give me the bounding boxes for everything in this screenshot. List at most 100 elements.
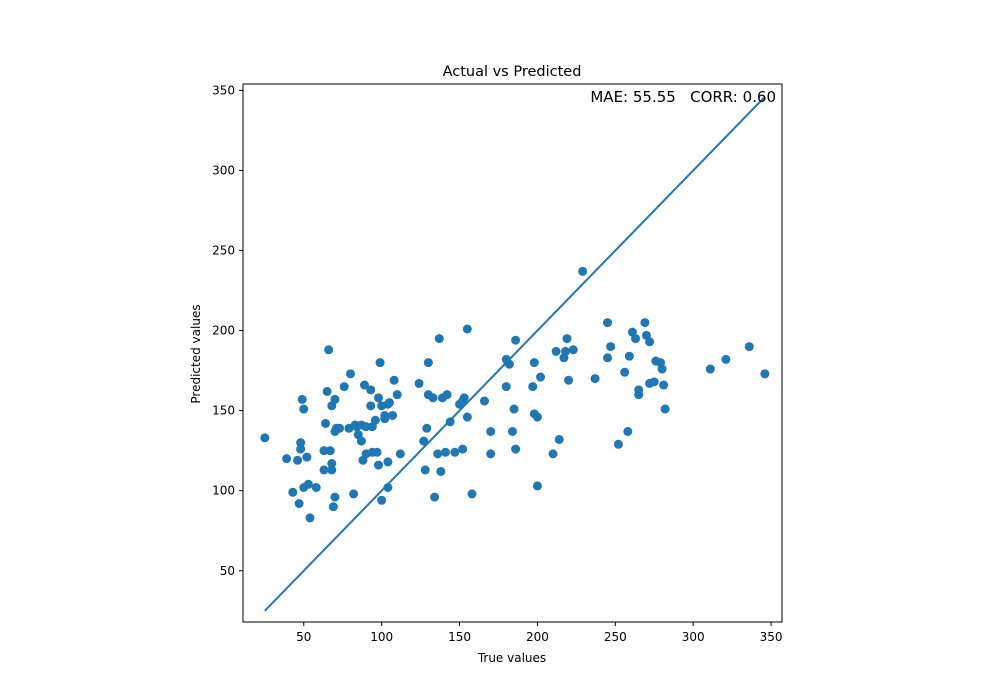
y-axis-ticks: 50 100 150 200 250 300 350 [212, 83, 243, 578]
scatter-point [383, 457, 393, 467]
scatter-point [564, 375, 574, 385]
scatter-point [388, 410, 398, 420]
x-tick-label: 50 [296, 630, 311, 644]
chart-title: Actual vs Predicted [443, 64, 582, 80]
scatter-point [288, 487, 298, 497]
scatter-point [360, 380, 370, 390]
scatter-point [442, 390, 452, 400]
scatter-point [760, 369, 770, 379]
scatter-point [366, 401, 376, 411]
scatter-point [345, 369, 355, 379]
scatter-point [511, 444, 521, 454]
y-tick-label: 250 [212, 244, 235, 258]
scatter-point [428, 393, 438, 403]
scatter-point [657, 364, 667, 374]
scatter-point [532, 481, 542, 491]
scatter-point [445, 417, 455, 427]
scatter-point [430, 492, 440, 502]
scatter-point [441, 447, 451, 457]
y-tick-label: 100 [212, 484, 235, 498]
scatter-point [327, 465, 337, 475]
scatter-point [590, 374, 600, 384]
scatter-point [509, 404, 519, 414]
scatter-point [324, 345, 334, 355]
scatter-point [486, 426, 496, 436]
scatter-point [529, 358, 539, 368]
scatter-point [377, 495, 387, 505]
scatter-point [370, 415, 380, 425]
scatter-point [548, 449, 558, 459]
scatter-point [649, 377, 659, 387]
scatter-point [389, 375, 399, 385]
scatter-point [311, 483, 321, 492]
scatter-point [420, 465, 430, 475]
scatter-point [293, 455, 303, 465]
scatter-point [450, 447, 460, 457]
scatter-point [395, 449, 405, 459]
scatter-point [613, 439, 623, 449]
scatter-point [479, 396, 489, 406]
scatter-point [366, 385, 376, 395]
scatter-point [508, 426, 517, 436]
scatter-point [578, 266, 588, 276]
scatter-point [296, 438, 306, 448]
scatter-point [705, 364, 715, 374]
y-tick-label: 150 [212, 404, 235, 418]
scatter-point [603, 318, 613, 328]
scatter-point [433, 449, 443, 459]
identity-line [264, 96, 766, 612]
scatter-point [296, 444, 306, 454]
x-tick-label: 200 [526, 630, 549, 644]
scatter-point [330, 394, 340, 404]
scatter-point [374, 460, 384, 470]
x-axis-ticks: 50 100 150 200 250 300 350 [296, 622, 783, 644]
scatter-point [419, 436, 429, 446]
y-tick-label: 350 [212, 83, 235, 97]
scatter-point [458, 444, 468, 454]
scatter-point [721, 354, 731, 364]
scatter-point [260, 433, 270, 443]
scatter-point [294, 499, 304, 509]
scatter-point [434, 334, 444, 344]
scatter-point [486, 449, 496, 459]
scatter-point [303, 479, 313, 489]
metrics-annotation: MAE: 55.55 CORR: 0.60 [590, 88, 776, 106]
scatter-point [305, 513, 315, 523]
scatter-point [606, 342, 616, 352]
scatter-point [504, 359, 514, 369]
scatter-point [467, 489, 477, 499]
scatter-point [623, 426, 633, 436]
scatter-point [462, 324, 472, 334]
scatter-point [551, 346, 561, 356]
scatter-point [659, 380, 669, 390]
scatter-point [335, 423, 345, 433]
x-tick-label: 350 [760, 630, 783, 644]
scatter-point [459, 393, 469, 403]
scatter-point [339, 382, 349, 392]
scatter-point [327, 458, 337, 468]
scatter-point [645, 337, 655, 347]
scatter-point [319, 446, 329, 456]
scatter-point [640, 318, 650, 328]
scatter-point [322, 386, 332, 396]
scatter-point [349, 489, 359, 499]
scatter-point [660, 404, 670, 414]
scatter-point [744, 342, 754, 352]
scatter-point [603, 353, 613, 363]
scatter-point [511, 335, 521, 345]
scatter-point [282, 454, 292, 464]
x-tick-label: 150 [448, 630, 471, 644]
scatter-point [302, 452, 312, 462]
scatter-point [568, 345, 578, 355]
scatter-point [631, 334, 641, 344]
scatter-point [620, 367, 630, 377]
plot-frame [242, 83, 783, 623]
scatter-point [562, 334, 572, 344]
scatter-point [328, 502, 338, 512]
scatter-point [392, 390, 402, 400]
scatter-point [423, 358, 433, 368]
scatter-point [560, 346, 570, 356]
x-tick-label: 300 [682, 630, 705, 644]
scatter-point [380, 414, 390, 424]
